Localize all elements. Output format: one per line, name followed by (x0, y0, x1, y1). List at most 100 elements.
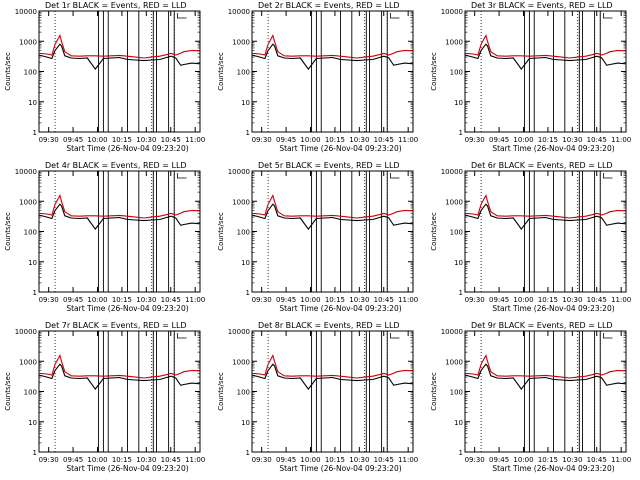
lld-series-line (251, 34, 414, 59)
chart-title: Det 3r BLACK = Events, RED = LLD (471, 1, 613, 10)
y-tick-label: 1000 (445, 38, 463, 46)
x-tick-label: 09:45 (63, 296, 83, 304)
y-tick-label: 1000 (19, 38, 37, 46)
y-tick-label: 100 (450, 389, 463, 397)
x-tick-label: 10:15 (538, 296, 558, 304)
x-tick-label: 10:30 (562, 296, 582, 304)
y-tick-label: 100 (24, 69, 37, 77)
x-tick-label: 11:00 (185, 136, 205, 144)
y-tick-label: 10000 (441, 328, 463, 336)
y-tick-label: 10 (454, 99, 463, 107)
x-tick-label: 10:15 (112, 456, 132, 464)
y-tick-label: 1 (33, 449, 37, 457)
x-tick-label: 10:15 (112, 296, 132, 304)
y-tick-label: 10 (454, 259, 463, 267)
plot-frame (464, 10, 627, 133)
x-tick-label: 10:45 (374, 136, 394, 144)
x-tick-label: 11:00 (398, 456, 418, 464)
y-tick-label: 1 (33, 129, 37, 137)
events-series-line (464, 363, 627, 391)
plot-frame (464, 330, 627, 453)
y-tick-label: 10 (241, 99, 250, 107)
y-tick-label: 1 (459, 129, 463, 137)
x-tick-label: 10:00 (87, 456, 107, 464)
events-series-line (38, 203, 201, 231)
x-axis-label: Start Time (26-Nov-04 09:23:20) (492, 144, 614, 153)
x-tick-label: 10:00 (300, 456, 320, 464)
x-tick-label: 11:00 (398, 296, 418, 304)
y-axis-label: Counts/sec (4, 52, 12, 91)
x-axis-label: Start Time (26-Nov-04 09:23:20) (279, 464, 401, 473)
x-tick-label: 09:30 (39, 456, 59, 464)
chart-title: Det 6r BLACK = Events, RED = LLD (471, 161, 613, 170)
x-tick-label: 11:00 (185, 296, 205, 304)
x-tick-label: 10:15 (538, 136, 558, 144)
lld-series-line (38, 194, 201, 219)
x-tick-label: 10:15 (325, 456, 345, 464)
x-tick-label: 09:45 (276, 136, 296, 144)
events-series-line (251, 363, 414, 391)
y-axis-label: Counts/sec (430, 52, 438, 91)
x-tick-label: 10:15 (325, 296, 345, 304)
y-axis-label: Counts/sec (430, 372, 438, 411)
lld-series-line (251, 354, 414, 379)
lld-series-line (38, 354, 201, 379)
x-tick-label: 10:30 (349, 296, 369, 304)
x-tick-label: 09:45 (276, 456, 296, 464)
y-tick-label: 10 (28, 419, 37, 427)
x-tick-label: 10:30 (349, 456, 369, 464)
y-tick-label: 10000 (228, 8, 250, 16)
events-series-line (38, 43, 201, 71)
plot-frame (38, 170, 201, 293)
corner-flag-marker (390, 13, 400, 19)
x-tick-label: 11:00 (611, 296, 631, 304)
chart-title: Det 5r BLACK = Events, RED = LLD (258, 161, 400, 170)
plot-frame (38, 330, 201, 453)
x-axis-label: Start Time (26-Nov-04 09:23:20) (279, 144, 401, 153)
x-tick-label: 10:45 (587, 136, 607, 144)
x-tick-label: 11:00 (611, 136, 631, 144)
y-axis-label: Counts/sec (4, 372, 12, 411)
x-axis-label: Start Time (26-Nov-04 09:23:20) (279, 304, 401, 313)
y-tick-label: 10000 (228, 168, 250, 176)
x-tick-label: 10:45 (587, 296, 607, 304)
events-series-line (464, 203, 627, 231)
x-tick-label: 10:00 (513, 456, 533, 464)
x-tick-label: 09:45 (489, 136, 509, 144)
x-tick-label: 09:30 (252, 456, 272, 464)
corner-flag-marker (177, 173, 187, 179)
x-tick-label: 10:00 (300, 296, 320, 304)
lld-series-line (251, 194, 414, 219)
y-tick-label: 100 (450, 229, 463, 237)
chart-panel-7: Det 7r BLACK = Events, RED = LLD 1 10 100 10… (4, 321, 205, 473)
x-tick-label: 10:00 (513, 136, 533, 144)
y-axis-label: Counts/sec (217, 52, 225, 91)
x-axis-label: Start Time (26-Nov-04 09:23:20) (66, 144, 188, 153)
x-axis-label: Start Time (26-Nov-04 09:23:20) (66, 464, 188, 473)
chart-title: Det 4r BLACK = Events, RED = LLD (45, 161, 187, 170)
y-tick-label: 100 (24, 389, 37, 397)
y-tick-label: 10000 (441, 8, 463, 16)
y-tick-label: 10 (28, 99, 37, 107)
x-tick-label: 10:30 (136, 456, 156, 464)
chart-panel-1: Det 1r BLACK = Events, RED = LLD 1 10 100 10… (4, 1, 205, 153)
events-series-line (38, 363, 201, 391)
x-tick-label: 10:15 (538, 456, 558, 464)
x-tick-label: 10:15 (325, 136, 345, 144)
corner-flag-marker (177, 333, 187, 339)
x-tick-label: 10:30 (562, 456, 582, 464)
x-tick-label: 11:00 (611, 456, 631, 464)
y-axis-label: Counts/sec (217, 212, 225, 251)
lld-series-line (464, 34, 627, 59)
x-tick-label: 10:30 (349, 136, 369, 144)
y-tick-label: 1000 (232, 38, 250, 46)
y-tick-label: 10 (241, 419, 250, 427)
x-tick-label: 09:45 (63, 136, 83, 144)
x-tick-label: 10:00 (513, 296, 533, 304)
events-series-line (464, 43, 627, 71)
x-tick-label: 10:30 (136, 296, 156, 304)
corner-flag-marker (603, 173, 613, 179)
y-tick-label: 1000 (19, 358, 37, 366)
chart-title: Det 2r BLACK = Events, RED = LLD (258, 1, 400, 10)
